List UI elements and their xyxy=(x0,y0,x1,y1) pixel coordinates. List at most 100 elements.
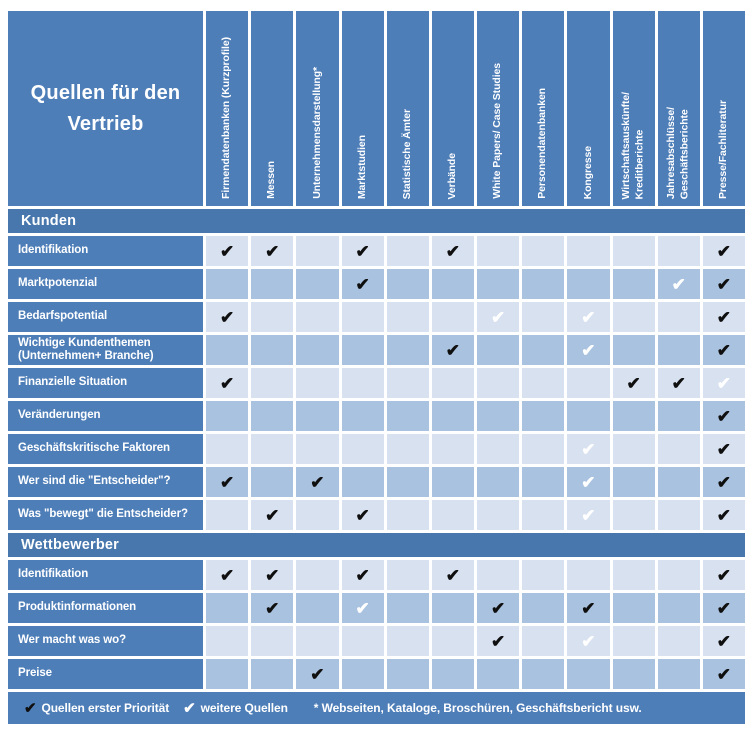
matrix-cell xyxy=(386,467,429,497)
column-header-3: Unternehmensdarstellung* xyxy=(296,11,339,206)
matrix-cell: ✔ xyxy=(341,560,384,590)
matrix-cell xyxy=(522,560,565,590)
secondary-check-icon: ✔ xyxy=(355,598,370,618)
matrix-cell: ✔ xyxy=(702,626,745,656)
matrix-cell xyxy=(612,593,655,623)
matrix-cell: ✔ xyxy=(567,434,610,464)
matrix-cell xyxy=(522,659,565,689)
column-header-4: Marktstudien xyxy=(341,11,384,206)
matrix-cell: ✔ xyxy=(341,269,384,299)
row-label: Preise xyxy=(8,659,203,689)
priority-check-icon: ✔ xyxy=(310,664,325,684)
matrix-cell xyxy=(206,269,249,299)
priority-check-icon: ✔ xyxy=(716,274,732,294)
matrix-cell xyxy=(341,434,384,464)
matrix-cell: ✔ xyxy=(431,236,474,266)
secondary-check-icon: ✔ xyxy=(581,505,596,525)
column-header-label: Wirtschaftsauskünfte/ Kreditberichte xyxy=(619,91,646,200)
matrix-cell xyxy=(567,401,610,431)
matrix-cell: ✔ xyxy=(296,467,339,497)
matrix-cell: ✔ xyxy=(702,236,745,266)
matrix-cell: ✔ xyxy=(702,434,745,464)
matrix-cell xyxy=(386,302,429,332)
matrix-cell: ✔ xyxy=(702,302,745,332)
matrix-cell: ✔ xyxy=(431,335,474,365)
matrix-cell xyxy=(657,467,700,497)
matrix-cell xyxy=(477,335,520,365)
priority-check-icon: ✔ xyxy=(716,598,732,618)
matrix-cell xyxy=(522,500,565,530)
matrix-cell: ✔ xyxy=(206,302,249,332)
row-label: Veränderungen xyxy=(8,401,203,431)
priority-check-icon: ✔ xyxy=(355,505,370,525)
matrix-cell: ✔ xyxy=(206,560,249,590)
matrix-cell xyxy=(522,269,565,299)
matrix-cell: ✔ xyxy=(702,269,745,299)
matrix-cell: ✔ xyxy=(341,593,384,623)
matrix-cell: ✔ xyxy=(477,593,520,623)
matrix-cell xyxy=(612,434,655,464)
matrix-cell xyxy=(296,335,339,365)
column-header-label: White Papers/ Case Studies xyxy=(491,63,504,199)
column-header-10: Wirtschaftsauskünfte/ Kreditberichte xyxy=(612,11,655,206)
matrix-cell xyxy=(431,434,474,464)
matrix-cell xyxy=(296,236,339,266)
matrix-cell xyxy=(386,593,429,623)
secondary-check-icon: ✔ xyxy=(183,699,196,717)
legend-secondary-label: weitere Quellen xyxy=(200,701,288,715)
matrix-cell xyxy=(477,467,520,497)
matrix-cell xyxy=(296,500,339,530)
legend-footnote: * Webseiten, Kataloge, Broschüren, Gesch… xyxy=(313,701,642,715)
matrix-cell xyxy=(657,401,700,431)
matrix-cell xyxy=(386,368,429,398)
section-header-kunden: Kunden xyxy=(8,209,745,233)
matrix-cell xyxy=(206,434,249,464)
source-matrix: Quellen für den Vertrieb Firmendatenbank… xyxy=(8,11,745,689)
matrix-cell xyxy=(386,434,429,464)
matrix-cell xyxy=(386,335,429,365)
matrix-cell xyxy=(522,236,565,266)
matrix-cell: ✔ xyxy=(206,368,249,398)
priority-check-icon: ✔ xyxy=(310,472,325,492)
priority-check-icon: ✔ xyxy=(626,373,641,393)
priority-check-icon: ✔ xyxy=(716,307,732,327)
column-header-label: Marktstudien xyxy=(355,134,368,199)
matrix-cell xyxy=(251,401,294,431)
matrix-cell xyxy=(612,335,655,365)
matrix-cell xyxy=(477,236,520,266)
matrix-cell xyxy=(657,434,700,464)
legend-priority-label: Quellen erster Priorität xyxy=(41,701,170,715)
priority-check-icon: ✔ xyxy=(355,241,370,261)
matrix-cell: ✔ xyxy=(206,467,249,497)
secondary-check-icon: ✔ xyxy=(581,439,596,459)
priority-check-icon: ✔ xyxy=(716,472,732,492)
matrix-cell xyxy=(567,368,610,398)
column-header-label: Kongresse xyxy=(581,145,594,199)
column-header-label: Unternehmensdarstellung* xyxy=(310,67,323,199)
matrix-cell: ✔ xyxy=(567,500,610,530)
matrix-cell: ✔ xyxy=(341,236,384,266)
matrix-cell: ✔ xyxy=(477,302,520,332)
column-header-label: Firmendatenbanken (Kurzprofile) xyxy=(220,37,233,199)
priority-check-icon: ✔ xyxy=(716,505,732,525)
row-label: Bedarfspotential xyxy=(8,302,203,332)
matrix-cell: ✔ xyxy=(251,560,294,590)
matrix-cell: ✔ xyxy=(251,593,294,623)
matrix-cell xyxy=(341,302,384,332)
matrix-cell xyxy=(612,500,655,530)
matrix-cell xyxy=(612,626,655,656)
matrix-cell: ✔ xyxy=(702,401,745,431)
priority-check-icon: ✔ xyxy=(716,631,732,651)
priority-check-icon: ✔ xyxy=(265,598,280,618)
matrix-cell xyxy=(477,401,520,431)
matrix-cell xyxy=(431,368,474,398)
row-label: Wichtige Kundenthemen (Unternehmen+ Bran… xyxy=(8,335,203,365)
matrix-cell xyxy=(612,659,655,689)
matrix-cell xyxy=(386,560,429,590)
row-label: Identifikation xyxy=(8,236,203,266)
matrix-cell xyxy=(522,302,565,332)
matrix-cell xyxy=(386,500,429,530)
matrix-cell: ✔ xyxy=(341,500,384,530)
matrix-cell xyxy=(477,659,520,689)
